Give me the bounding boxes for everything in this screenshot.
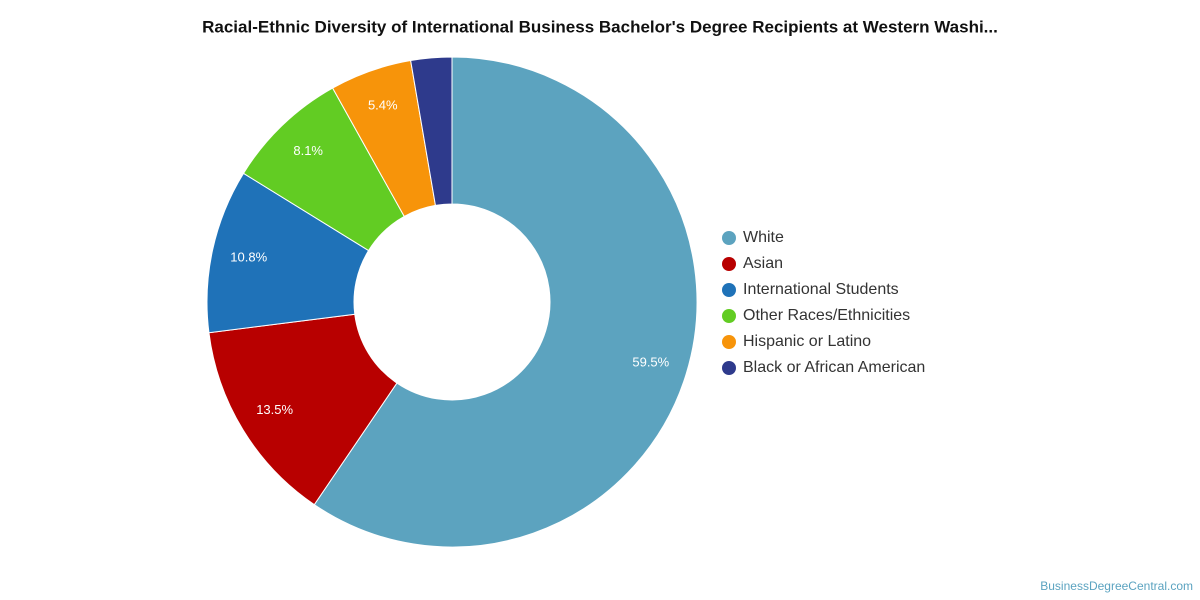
slice xyxy=(313,56,698,548)
legend-marker xyxy=(722,335,736,349)
legend-label: International Students xyxy=(743,281,899,298)
legend-label: White xyxy=(743,229,784,246)
slice-label: 8.1% xyxy=(293,143,323,158)
legend-marker xyxy=(722,361,736,375)
legend-marker xyxy=(722,283,736,297)
slice xyxy=(410,56,453,206)
legend-marker xyxy=(722,309,736,323)
legend-marker xyxy=(722,231,736,245)
source-link[interactable]: BusinessDegreeCentral.com xyxy=(1040,579,1193,593)
slice-label: 5.4% xyxy=(368,97,398,112)
legend-label: Other Races/Ethnicities xyxy=(743,307,910,324)
legend-label: Black or African American xyxy=(743,359,925,376)
slice-label: 59.5% xyxy=(632,355,669,370)
slice-label: 13.5% xyxy=(256,402,293,417)
legend-label: Asian xyxy=(743,255,783,272)
chart-title: Racial-Ethnic Diversity of International… xyxy=(202,17,998,36)
slice-label: 10.8% xyxy=(230,249,267,264)
legend-label: Hispanic or Latino xyxy=(743,333,871,350)
slice xyxy=(208,313,398,506)
legend-marker xyxy=(722,257,736,271)
